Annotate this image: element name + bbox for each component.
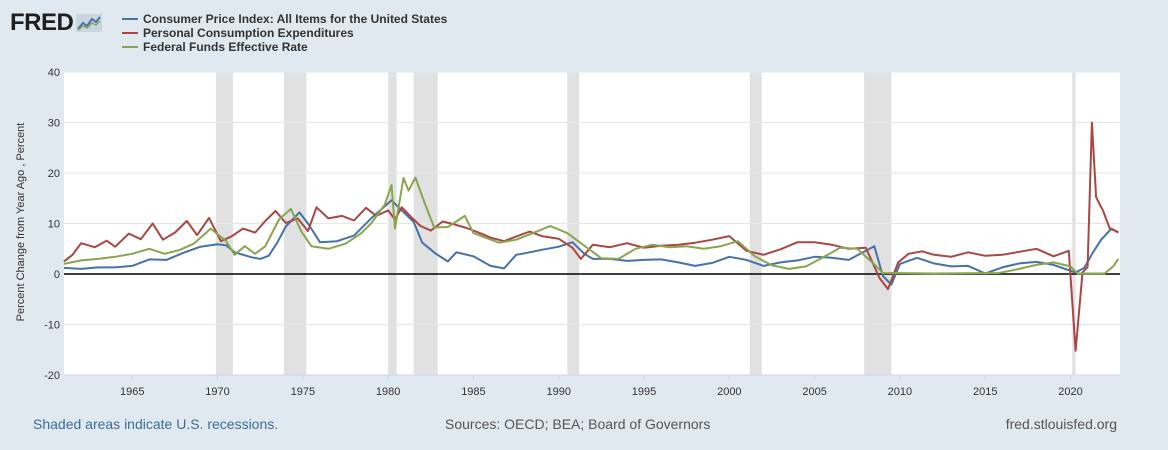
x-tick-label-1985: 1985 (461, 386, 485, 398)
series-line-1 (63, 121, 1119, 352)
y-gridlines (64, 71, 1120, 376)
x-tick-label-2005: 2005 (802, 386, 826, 398)
series-line-2 (63, 176, 1120, 275)
y-axis-title: Percent Change from Year Ago , Percent (15, 123, 27, 322)
x-axis: 1965 1970 1975 1980 1985 1990 1995 2000 2005 2010… (64, 374, 1120, 398)
fred-logo[interactable]: FRED (10, 9, 103, 37)
y-tick-label--20: -20 (44, 370, 60, 382)
sources-text: Sources: OECD; BEA; Board of Governors (445, 416, 711, 432)
legend-label-pce: Personal Consumption Expenditures (143, 26, 354, 40)
y-tick-label-40: 40 (48, 67, 60, 79)
x-tick-label-1975: 1975 (291, 386, 315, 398)
y-tick-label--10: -10 (44, 320, 60, 332)
y-tick-label-20: 20 (48, 168, 60, 180)
x-tick-label-1980: 1980 (376, 386, 400, 398)
legend-item-pce[interactable]: Personal Consumption Expenditures (122, 26, 447, 40)
legend-swatch-pce (122, 32, 138, 34)
chart-header: FRED Consumer Price Index: All Items for… (0, 0, 1168, 62)
y-axis: -20 -10 0 10 20 30 40 (44, 67, 60, 382)
chart-legend: Consumer Price Index: All Items for the … (122, 12, 447, 54)
fred-site-link[interactable]: fred.stlouisfed.org (1005, 416, 1117, 432)
x-tick-label-1965: 1965 (120, 386, 144, 398)
fred-logo-text: FRED (10, 9, 74, 36)
legend-swatch-cpi (122, 18, 138, 20)
legend-label-cpi: Consumer Price Index: All Items for the … (143, 12, 448, 26)
x-tick-label-1970: 1970 (205, 386, 229, 398)
legend-swatch-fedfunds (122, 46, 138, 48)
y-tick-label-30: 30 (48, 118, 60, 130)
y-tick-label-10: 10 (48, 219, 60, 231)
x-tick-label-1990: 1990 (546, 386, 570, 398)
legend-item-fedfunds[interactable]: Federal Funds Effective Rate (122, 40, 447, 54)
recessions-note-link[interactable]: Shaded areas indicate U.S. recessions. (33, 416, 279, 432)
line-chart[interactable]: -20 -10 0 10 20 30 40 1965 1970 1975 1980 1985 1990… (0, 0, 1168, 410)
x-tick-label-2020: 2020 (1058, 386, 1082, 398)
x-tick-label-2010: 2010 (888, 386, 912, 398)
x-tick-label-2000: 2000 (717, 386, 741, 398)
series-line-0 (63, 199, 1119, 286)
legend-label-fedfunds: Federal Funds Effective Rate (143, 40, 308, 54)
fred-graph-icon (76, 14, 103, 32)
y-tick-label-0: 0 (54, 269, 60, 281)
series-lines (63, 121, 1120, 352)
legend-item-cpi[interactable]: Consumer Price Index: All Items for the … (122, 12, 447, 26)
x-tick-label-2015: 2015 (973, 386, 997, 398)
chart-footer: Shaded areas indicate U.S. recessions. S… (0, 416, 1168, 436)
x-tick-label-1995: 1995 (632, 386, 656, 398)
